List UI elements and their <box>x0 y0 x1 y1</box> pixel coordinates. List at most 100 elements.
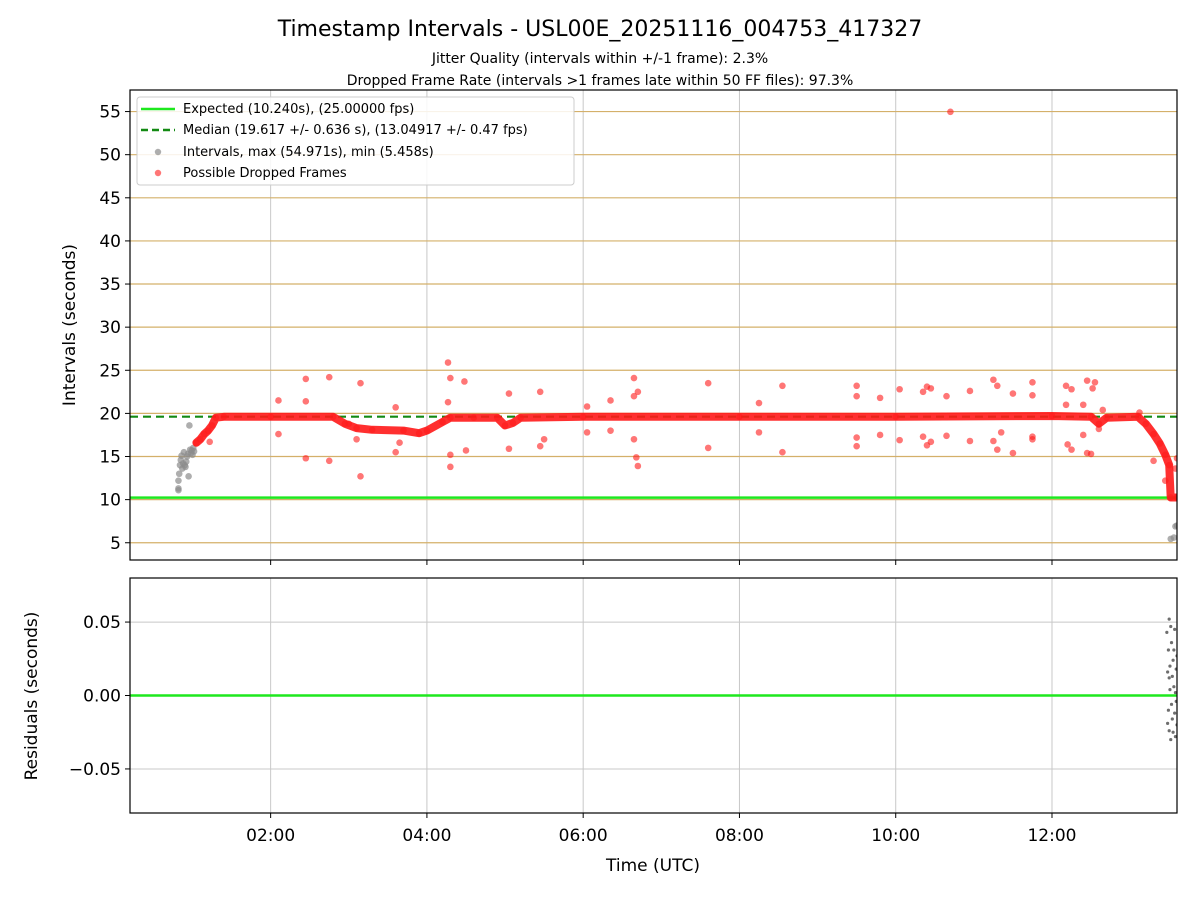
dropped-trend-point <box>1150 430 1157 438</box>
dropped-frame-point <box>275 397 282 404</box>
residual-point <box>1172 685 1176 689</box>
residual-point <box>1166 648 1171 652</box>
dropped-frame-point <box>583 429 591 436</box>
dropped-frame-point <box>536 388 544 396</box>
dropped-trend-point <box>1161 451 1169 459</box>
intervals-y-tick-label: 10 <box>99 491 121 511</box>
legend-dropped-swatch <box>154 169 162 177</box>
dropped-frame-point <box>993 382 1001 390</box>
intervals-y-tick-label: 35 <box>99 275 121 295</box>
dropped-trend-point <box>1167 494 1175 501</box>
dropped-frame-point <box>927 438 935 446</box>
dropped-frame-point <box>462 447 470 454</box>
dropped-trend-point <box>1095 420 1103 428</box>
residual-point <box>1171 730 1175 734</box>
dropped-trend-point <box>415 429 423 437</box>
dropped-frame-point <box>302 454 310 462</box>
dropped-frame-point <box>1062 401 1070 409</box>
residual-point <box>1171 658 1175 662</box>
dropped-frame-point <box>357 379 364 387</box>
residual-point <box>1167 676 1171 680</box>
intervals-plot-frame <box>129 89 1178 561</box>
dropped-frame-point <box>1150 457 1157 465</box>
residual-point <box>1173 711 1177 715</box>
legend-dropped-label: Possible Dropped Frames <box>183 166 347 181</box>
dropped-frame-point <box>876 394 884 402</box>
dropped-frame-point <box>779 382 786 390</box>
dropped-frame-point <box>1079 431 1087 439</box>
dropped-frame-point <box>876 431 884 439</box>
dropped-trend-point <box>197 435 204 443</box>
dropped-trend-point <box>368 426 376 434</box>
dropped-frame-point <box>1029 379 1036 386</box>
dropped-frame-point <box>853 442 860 450</box>
dropped-frame-point <box>1136 409 1143 416</box>
dropped-trend-point <box>470 414 478 422</box>
dropped-frame-point <box>1083 377 1091 384</box>
dropped-frame-point <box>755 399 763 407</box>
intervals-y-tick-label: 55 <box>99 103 121 123</box>
residual-point <box>1173 627 1177 632</box>
dropped-frame-point <box>630 392 638 400</box>
interval-point <box>185 473 192 480</box>
dropped-frame-point <box>1089 385 1096 392</box>
dropped-trend-point <box>267 413 274 421</box>
dropped-trend-point <box>400 427 407 434</box>
dropped-frame-point <box>505 445 513 453</box>
dropped-frame-point <box>275 430 282 438</box>
dropped-trend-point <box>1087 413 1095 421</box>
intervals-y-tick-label: 20 <box>99 404 121 424</box>
x-tick-label: 12:00 <box>1027 826 1076 846</box>
dropped-frame-point <box>461 378 468 385</box>
dropped-frame-point <box>966 387 974 395</box>
chart-subtitle-dropped: Dropped Frame Rate (intervals >1 frames … <box>347 73 854 89</box>
dropped-frame-point <box>779 448 786 456</box>
intervals-x-ticks <box>270 560 1053 565</box>
dropped-frame-point <box>325 457 333 465</box>
dropped-frame-point <box>634 388 642 396</box>
interval-point <box>182 463 189 471</box>
interval-point <box>175 470 183 478</box>
legend-intervals-swatch <box>154 148 162 156</box>
dropped-trend-point <box>1156 440 1164 447</box>
dropped-trend-point <box>1103 414 1110 422</box>
dropped-frame-point <box>505 390 513 397</box>
residual-point <box>1172 648 1176 652</box>
dropped-frame-point <box>630 435 638 443</box>
dropped-frame-point <box>1029 391 1036 399</box>
dropped-frame-point <box>1068 385 1075 393</box>
dropped-trend-point <box>204 427 212 434</box>
dropped-frame-point <box>896 436 903 444</box>
residuals-x-ticks: 02:00 04:00 06:00 08:00 10:00 12:00 <box>246 813 1076 846</box>
residual-point <box>1166 721 1170 726</box>
dropped-frame-points <box>193 108 1177 501</box>
dropped-frame-point <box>919 433 927 440</box>
residuals-y-axis-label: Residuals (seconds) <box>22 612 42 781</box>
dropped-trend-point <box>892 413 900 421</box>
residuals-y-tick-label: −0.05 <box>69 760 121 780</box>
dropped-frame-point <box>1079 401 1087 409</box>
dropped-frame-point <box>1068 446 1075 453</box>
dropped-frame-point <box>853 382 860 390</box>
residual-point <box>1165 630 1169 634</box>
intervals-y-ticks: 5 10 15 20 25 30 35 40 45 50 55 <box>99 103 130 554</box>
residual-point <box>1168 664 1172 668</box>
residuals-plot: −0.05 0.00 0.05 02:00 04:00 06:00 08:00 10:00 1… <box>22 577 1178 876</box>
dropped-trend-point <box>208 422 216 429</box>
residual-point <box>1170 674 1174 679</box>
intervals-plot-area <box>130 108 1177 543</box>
dropped-frame-point <box>1087 450 1095 458</box>
intervals-y-tick-label: 5 <box>110 534 121 554</box>
intervals-y-tick-label: 25 <box>99 361 121 381</box>
x-axis-label: Time (UTC) <box>605 856 700 876</box>
x-tick-label: 08:00 <box>715 826 764 846</box>
dropped-trend-point <box>517 414 524 422</box>
dropped-trend-point <box>423 427 431 434</box>
dropped-trend-point <box>329 413 337 421</box>
dropped-trend-point <box>1142 420 1150 428</box>
dropped-frame-point <box>447 374 454 382</box>
residual-point <box>1173 735 1177 739</box>
dropped-frame-point <box>755 429 763 436</box>
dropped-frame-point <box>357 473 364 480</box>
